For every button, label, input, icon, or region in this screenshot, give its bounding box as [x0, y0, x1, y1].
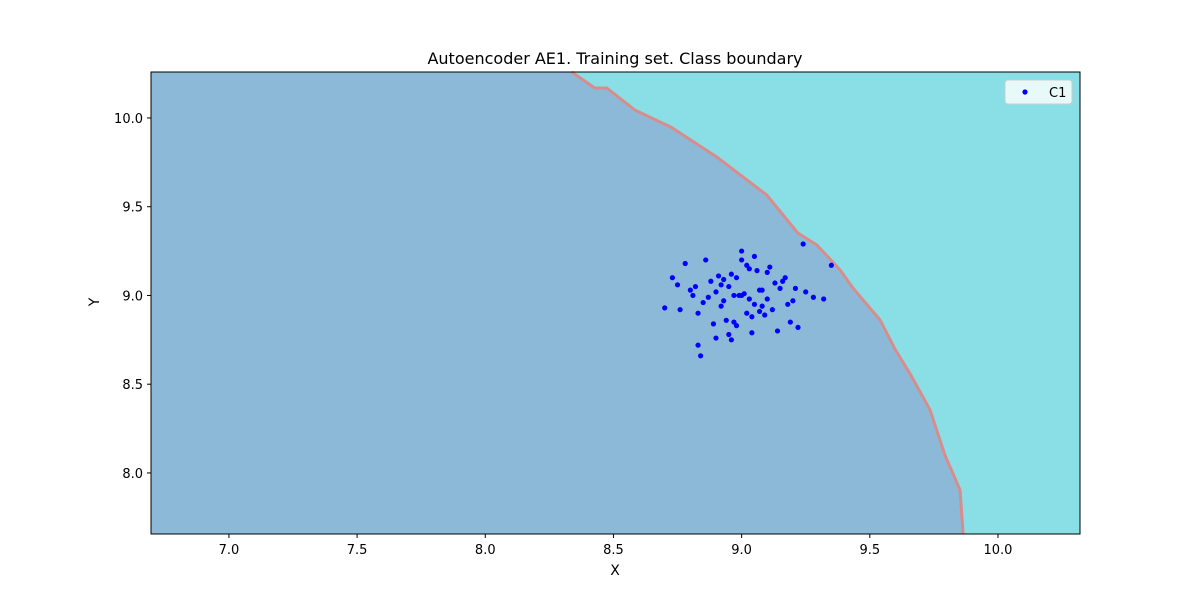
- data-point: [739, 257, 745, 263]
- data-point: [810, 294, 816, 300]
- data-point: [698, 353, 704, 359]
- x-tick-label: 10.0: [983, 543, 1012, 558]
- data-point: [708, 278, 714, 284]
- region-right: [571, 72, 1080, 534]
- data-point: [728, 337, 734, 343]
- data-point: [718, 303, 724, 309]
- data-point: [744, 262, 750, 268]
- y-axis-label: Y: [87, 297, 103, 307]
- data-point: [769, 307, 775, 313]
- data-point: [746, 296, 752, 302]
- data-point: [800, 241, 806, 247]
- data-point: [787, 319, 793, 325]
- data-point: [780, 278, 786, 284]
- legend-label: C1: [1049, 86, 1066, 101]
- data-point: [772, 280, 778, 286]
- data-point: [677, 307, 683, 313]
- data-point: [731, 292, 737, 299]
- plot-frame: [150, 71, 1081, 535]
- data-point: [767, 264, 773, 270]
- data-point: [692, 283, 699, 290]
- data-point: [759, 303, 765, 309]
- data-point: [751, 253, 758, 260]
- x-tick-label: 9.5: [859, 543, 880, 558]
- x-tick-label: 7.5: [347, 543, 368, 558]
- data-point: [751, 301, 758, 307]
- data-point: [682, 260, 688, 267]
- x-tick-label: 7.0: [219, 543, 240, 558]
- y-tick-label: 10.0: [114, 112, 143, 127]
- data-point: [754, 268, 760, 274]
- data-point: [764, 269, 770, 275]
- data-point: [744, 310, 750, 316]
- data-point: [715, 273, 722, 279]
- data-point: [713, 335, 719, 341]
- data-point: [733, 275, 740, 281]
- x-tick-label: 9.0: [731, 543, 752, 558]
- data-point: [759, 287, 765, 293]
- data-point: [764, 296, 770, 302]
- data-point: [749, 330, 755, 336]
- data-point: [785, 301, 791, 307]
- y-tick-label: 8.0: [122, 467, 143, 482]
- y-tick-label: 8.5: [122, 378, 143, 393]
- data-point: [713, 289, 719, 295]
- data-point: [705, 294, 711, 300]
- data-point: [726, 331, 732, 338]
- data-point: [792, 285, 799, 291]
- data-point: [669, 275, 676, 281]
- data-point: [700, 299, 706, 306]
- data-point: [662, 305, 668, 311]
- data-point: [790, 298, 796, 304]
- data-point: [690, 292, 696, 299]
- legend-marker: [1022, 89, 1028, 95]
- data-point: [828, 262, 834, 268]
- data-point: [721, 276, 727, 283]
- legend-box: [1004, 79, 1073, 105]
- data-point: [749, 314, 755, 320]
- x-axis-label: X: [610, 563, 620, 579]
- data-point: [726, 283, 732, 290]
- data-point: [728, 271, 734, 277]
- y-tick-label: 9.5: [122, 201, 143, 216]
- data-point: [777, 285, 783, 291]
- data-point: [803, 289, 809, 295]
- x-tick-label: 8.5: [603, 543, 624, 558]
- class-boundary: [570, 70, 965, 535]
- data-point: [741, 291, 747, 297]
- y-tick-label: 9.0: [122, 289, 143, 304]
- data-point: [674, 282, 681, 288]
- data-point: [695, 310, 701, 316]
- data-point: [703, 257, 709, 263]
- x-tick-label: 8.0: [475, 543, 496, 558]
- chart-title: Autoencoder AE1. Training set. Class bou…: [427, 49, 802, 68]
- data-point: [739, 248, 745, 254]
- data-point: [687, 287, 693, 293]
- data-point: [762, 312, 768, 318]
- data-point: [710, 321, 717, 327]
- data-point: [736, 292, 742, 299]
- data-point: [695, 342, 701, 348]
- data-point: [774, 328, 781, 334]
- data-point: [718, 282, 724, 288]
- data-point: [721, 298, 727, 304]
- data-point: [821, 296, 827, 302]
- data-point: [733, 323, 740, 329]
- data-point: [723, 317, 729, 323]
- data-point: [795, 324, 801, 331]
- data-point: [756, 308, 763, 315]
